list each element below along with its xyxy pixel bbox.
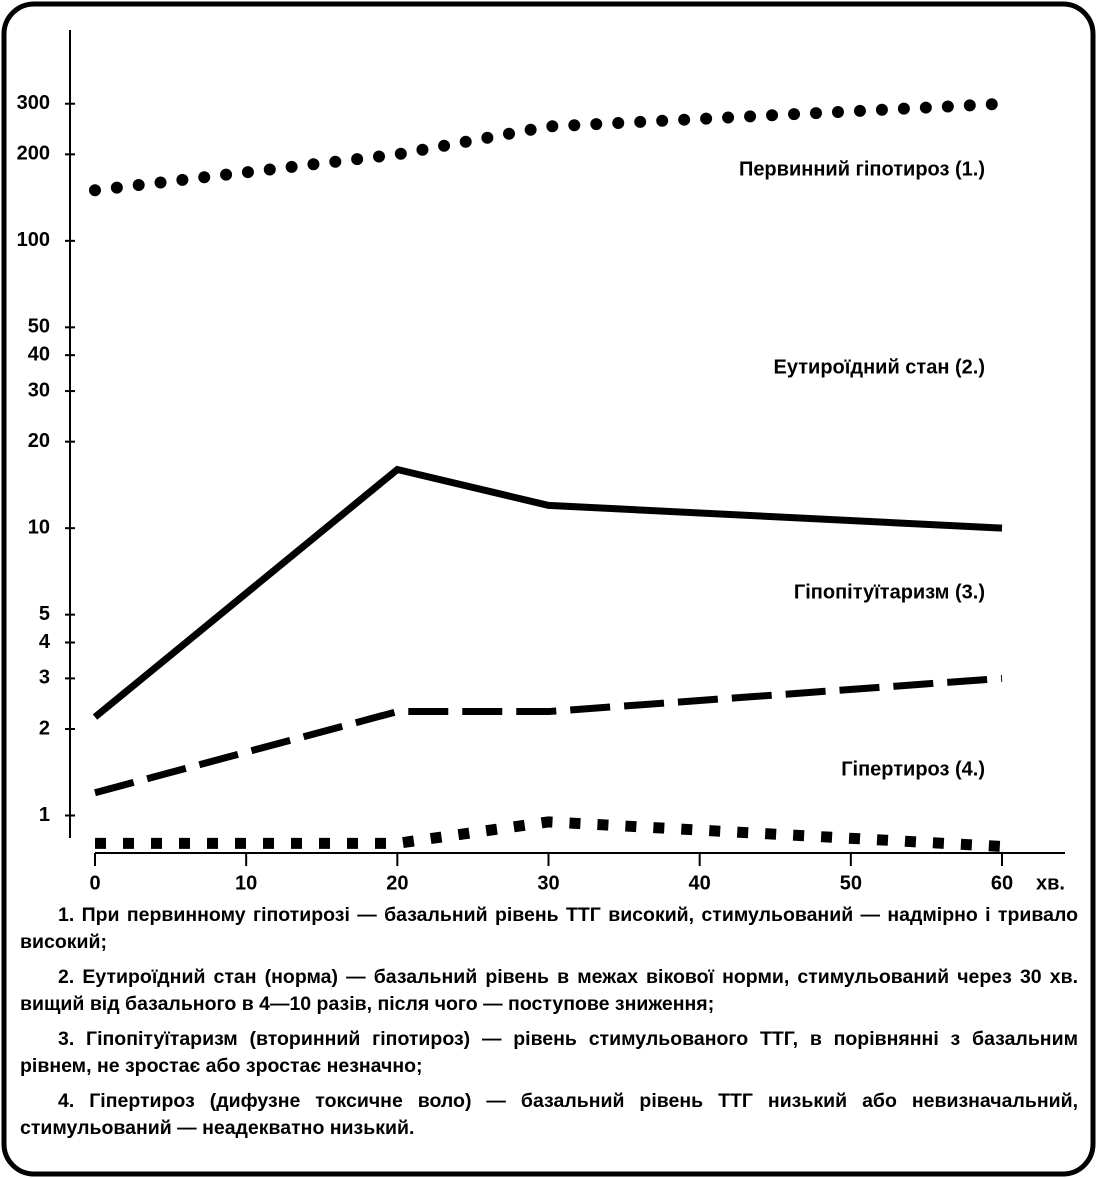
- notes: 1. При первинному гіпотирозі — базальний…: [20, 902, 1078, 1150]
- y-tick-label: 200: [17, 143, 50, 165]
- y-tick-label: 300: [17, 92, 50, 114]
- x-tick-label: 10: [235, 872, 257, 894]
- y-tick-label: 100: [17, 229, 50, 251]
- y-tick-label: 40: [28, 343, 50, 365]
- note: 3. Гіпопітуїтаризм (вторинний гіпотироз)…: [20, 1028, 1078, 1077]
- y-tick-label: 1: [39, 804, 50, 826]
- note: 4. Гіпертироз (дифузне токсичне воло) — …: [20, 1090, 1078, 1139]
- series-label: Гіпертироз (4.): [841, 758, 985, 780]
- x-tick-label: 0: [89, 872, 100, 894]
- x-tick-label: 60: [991, 872, 1013, 894]
- y-tick-label: 50: [28, 316, 50, 338]
- y-tick-label: 3: [39, 667, 50, 689]
- series-label: Первинний гіпотироз (1.): [739, 158, 985, 180]
- x-axis-label: хв.: [1036, 872, 1065, 894]
- line-series: [89, 97, 1008, 197]
- y-tick-label: 20: [28, 430, 50, 452]
- x-tick-label: 50: [840, 872, 862, 894]
- y-tick-label: 2: [39, 717, 50, 739]
- y-tick-label: 4: [39, 631, 51, 653]
- x-tick-label: 30: [537, 872, 559, 894]
- line-series: [94, 674, 1003, 797]
- series-label: Гіпопітуїтаризм (3.): [794, 581, 985, 603]
- series-label: Еутироїдний стан (2.): [774, 356, 985, 378]
- note: 1. При первинному гіпотирозі — базальний…: [20, 904, 1078, 953]
- y-tick-label: 10: [28, 516, 50, 538]
- y-tick-label: 30: [28, 379, 50, 401]
- x-tick-label: 20: [386, 872, 408, 894]
- note: 2. Еутироїдний стан (норма) — базальний …: [20, 966, 1078, 1015]
- x-tick-label: 40: [689, 872, 711, 894]
- line-series: [92, 465, 1003, 720]
- line-series: [95, 816, 1003, 852]
- y-tick-label: 5: [39, 603, 50, 625]
